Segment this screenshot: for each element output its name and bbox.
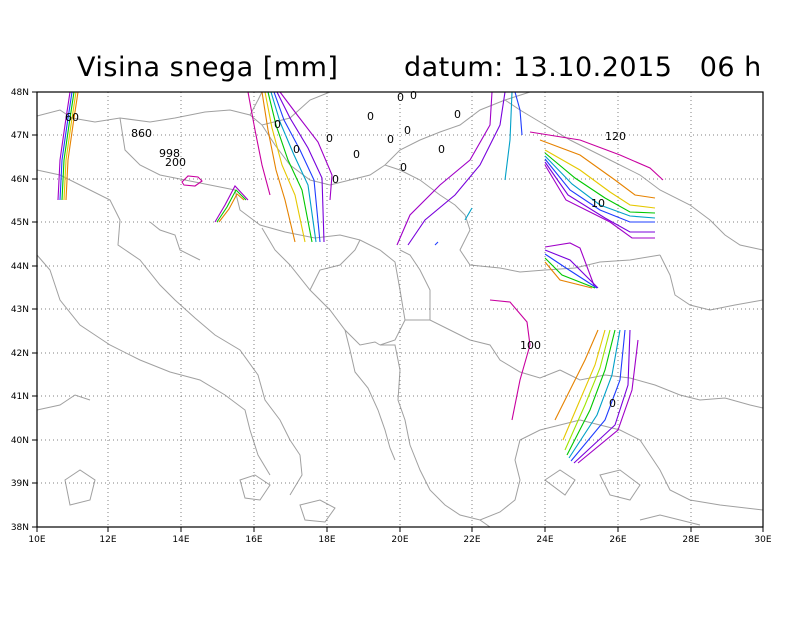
contour-label: 0 xyxy=(332,173,339,186)
contour-label: 0 xyxy=(609,397,616,410)
lon-tick-label: 24E xyxy=(536,535,553,545)
contour-line xyxy=(218,193,245,223)
contour-label: 0 xyxy=(387,133,394,146)
contour-label: 860 xyxy=(131,127,152,140)
grid-lines xyxy=(37,92,763,527)
lat-tick-label: 42N xyxy=(11,349,29,359)
axis-ticks xyxy=(32,91,764,532)
contour-line xyxy=(544,257,596,289)
lon-tick-label: 30E xyxy=(754,535,771,545)
contour-label: 0 xyxy=(400,161,407,174)
contour-line xyxy=(544,164,655,239)
lon-tick-label: 12E xyxy=(99,535,116,545)
contour-line xyxy=(539,139,656,199)
contour-line xyxy=(566,329,616,456)
contour-line xyxy=(544,242,596,289)
lon-labels: 10E 12E 14E 16E 18E 20E 22E 24E 26E 28E … xyxy=(28,535,771,545)
lon-tick-label: 26E xyxy=(609,535,626,545)
contour-label: 100 xyxy=(520,339,541,352)
contour-line xyxy=(544,161,655,233)
contour-label: 120 xyxy=(605,130,626,143)
contour-line xyxy=(61,91,75,201)
lat-tick-label: 46N xyxy=(11,175,29,185)
contour-line xyxy=(554,329,599,421)
contour-line xyxy=(577,339,639,464)
contour-line xyxy=(267,91,313,243)
contour-line xyxy=(276,91,325,243)
contour-line xyxy=(270,91,317,243)
contour-label: 0 xyxy=(454,108,461,121)
contour-label: 200 xyxy=(165,156,186,169)
lat-tick-label: 45N xyxy=(11,218,29,228)
lat-tick-label: 41N xyxy=(11,392,29,402)
lon-tick-label: 14E xyxy=(172,535,189,545)
contour-line xyxy=(544,158,655,223)
contour-line xyxy=(564,329,611,451)
contour-line xyxy=(261,91,296,243)
lon-tick-label: 28E xyxy=(682,535,699,545)
contour-line xyxy=(544,261,593,289)
contour-line xyxy=(273,91,321,243)
lon-tick-label: 20E xyxy=(391,535,408,545)
contour-label: 0 xyxy=(438,143,445,156)
lon-tick-label: 16E xyxy=(245,535,262,545)
contour-line xyxy=(181,175,203,187)
contour-line xyxy=(568,329,621,459)
contour-line xyxy=(544,249,599,289)
contour-line xyxy=(216,189,247,223)
contour-line xyxy=(434,241,439,246)
contour-label: 0 xyxy=(274,118,281,131)
lat-tick-label: 39N xyxy=(11,479,29,489)
map-date: datum: 13.10.2015 06 h xyxy=(404,52,762,83)
lat-tick-label: 44N xyxy=(11,262,29,272)
contour-label: 0 xyxy=(397,91,404,104)
lat-labels: 48N 47N 46N 45N 44N 43N 42N 41N 40N 39N … xyxy=(11,88,29,533)
contour-label: 998 xyxy=(159,147,180,160)
contour-label: 10 xyxy=(591,197,605,210)
contour-line xyxy=(544,152,656,214)
contour-line xyxy=(514,91,523,136)
lon-tick-label: 18E xyxy=(318,535,335,545)
contour-line xyxy=(264,91,306,243)
contour-label: 0 xyxy=(404,124,411,137)
lat-tick-label: 38N xyxy=(11,523,29,533)
contour-line xyxy=(562,329,606,441)
contour-label: 0 xyxy=(326,132,333,145)
contour-line xyxy=(570,329,626,462)
lat-tick-label: 40N xyxy=(11,436,29,446)
contour-line xyxy=(407,91,506,246)
contour-line xyxy=(544,155,656,219)
contour-line xyxy=(573,329,631,464)
country-borders xyxy=(36,91,764,528)
lat-tick-label: 48N xyxy=(11,88,29,98)
contour-label: 0 xyxy=(293,143,300,156)
contour-line xyxy=(247,91,271,196)
contour-line xyxy=(396,91,493,246)
contour-labels: 60 860 998 200 0 0 0 0 0 0 0 0 0 0 0 0 1… xyxy=(65,89,626,410)
lon-tick-label: 10E xyxy=(28,535,45,545)
contour-line xyxy=(65,91,79,201)
lat-tick-label: 47N xyxy=(11,131,29,141)
contour-line xyxy=(57,91,71,201)
contour-label: 0 xyxy=(353,148,360,161)
contour-line xyxy=(63,91,77,201)
contour-line xyxy=(214,185,249,223)
contour-line xyxy=(544,253,598,289)
contour-line xyxy=(59,91,73,201)
contour-line xyxy=(529,131,664,181)
contour-label: 60 xyxy=(65,111,79,124)
contour-line xyxy=(279,91,333,201)
lat-tick-label: 43N xyxy=(11,305,29,315)
snow-contours xyxy=(57,91,664,464)
contour-label: 0 xyxy=(367,110,374,123)
contour-line xyxy=(504,91,513,181)
contour-line xyxy=(544,149,656,209)
map-title: Visina snega [mm] xyxy=(77,52,339,83)
contour-label: 0 xyxy=(410,89,417,102)
contour-line xyxy=(489,299,531,421)
contour-line xyxy=(464,207,473,221)
lon-tick-label: 22E xyxy=(463,535,480,545)
